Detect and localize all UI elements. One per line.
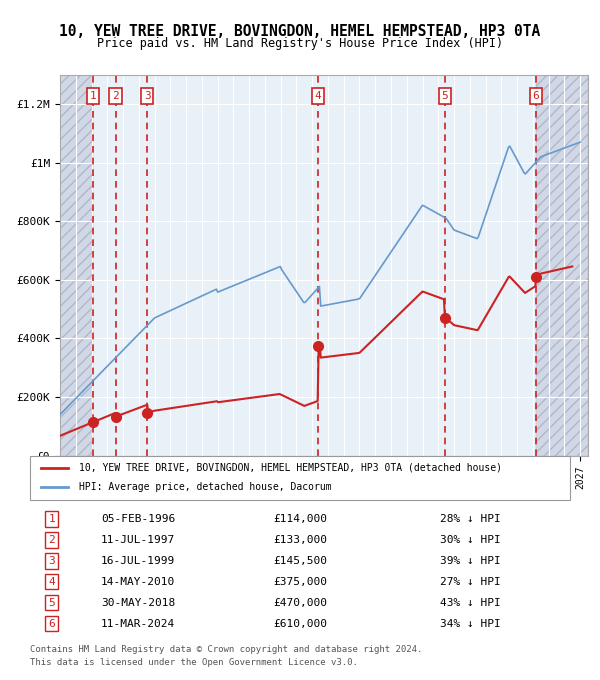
Text: 5: 5 [442, 90, 448, 101]
Text: 2: 2 [112, 90, 119, 101]
Text: 6: 6 [48, 619, 55, 628]
Text: 43% ↓ HPI: 43% ↓ HPI [440, 598, 501, 608]
Text: 16-JUL-1999: 16-JUL-1999 [101, 556, 175, 566]
Text: 3: 3 [48, 556, 55, 566]
Text: 1: 1 [48, 514, 55, 524]
Text: £145,500: £145,500 [273, 556, 327, 566]
Text: 05-FEB-1996: 05-FEB-1996 [101, 514, 175, 524]
Text: This data is licensed under the Open Government Licence v3.0.: This data is licensed under the Open Gov… [30, 658, 358, 667]
Text: 4: 4 [314, 90, 322, 101]
Text: £470,000: £470,000 [273, 598, 327, 608]
Text: 5: 5 [48, 598, 55, 608]
Text: 1: 1 [89, 90, 97, 101]
Text: 10, YEW TREE DRIVE, BOVINGDON, HEMEL HEMPSTEAD, HP3 0TA: 10, YEW TREE DRIVE, BOVINGDON, HEMEL HEM… [59, 24, 541, 39]
FancyBboxPatch shape [30, 456, 570, 500]
Text: £375,000: £375,000 [273, 577, 327, 587]
Text: 11-JUL-1997: 11-JUL-1997 [101, 534, 175, 545]
Text: HPI: Average price, detached house, Dacorum: HPI: Average price, detached house, Daco… [79, 482, 331, 492]
Text: 30% ↓ HPI: 30% ↓ HPI [440, 534, 501, 545]
Text: 11-MAR-2024: 11-MAR-2024 [101, 619, 175, 628]
Text: 6: 6 [532, 90, 539, 101]
Bar [536, 75, 588, 456]
Text: 34% ↓ HPI: 34% ↓ HPI [440, 619, 501, 628]
Text: 4: 4 [48, 577, 55, 587]
Text: 39% ↓ HPI: 39% ↓ HPI [440, 556, 501, 566]
Text: 28% ↓ HPI: 28% ↓ HPI [440, 514, 501, 524]
Text: 14-MAY-2010: 14-MAY-2010 [101, 577, 175, 587]
Text: Contains HM Land Registry data © Crown copyright and database right 2024.: Contains HM Land Registry data © Crown c… [30, 645, 422, 653]
Text: 30-MAY-2018: 30-MAY-2018 [101, 598, 175, 608]
Bar [60, 75, 93, 456]
Text: £114,000: £114,000 [273, 514, 327, 524]
Text: 10, YEW TREE DRIVE, BOVINGDON, HEMEL HEMPSTEAD, HP3 0TA (detached house): 10, YEW TREE DRIVE, BOVINGDON, HEMEL HEM… [79, 463, 502, 473]
Text: Price paid vs. HM Land Registry's House Price Index (HPI): Price paid vs. HM Land Registry's House … [97, 37, 503, 50]
Text: £610,000: £610,000 [273, 619, 327, 628]
Text: 2: 2 [48, 534, 55, 545]
Text: 3: 3 [144, 90, 151, 101]
Text: 27% ↓ HPI: 27% ↓ HPI [440, 577, 501, 587]
Text: £133,000: £133,000 [273, 534, 327, 545]
